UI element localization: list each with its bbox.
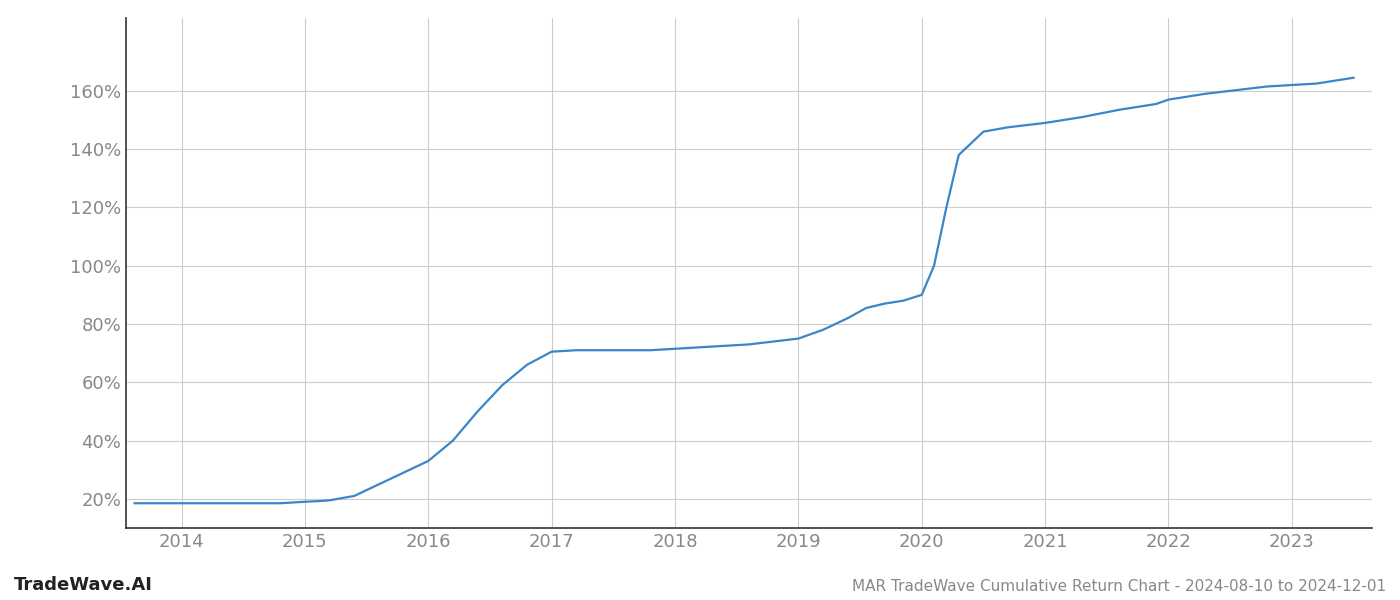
Text: TradeWave.AI: TradeWave.AI bbox=[14, 576, 153, 594]
Text: MAR TradeWave Cumulative Return Chart - 2024-08-10 to 2024-12-01: MAR TradeWave Cumulative Return Chart - … bbox=[851, 579, 1386, 594]
